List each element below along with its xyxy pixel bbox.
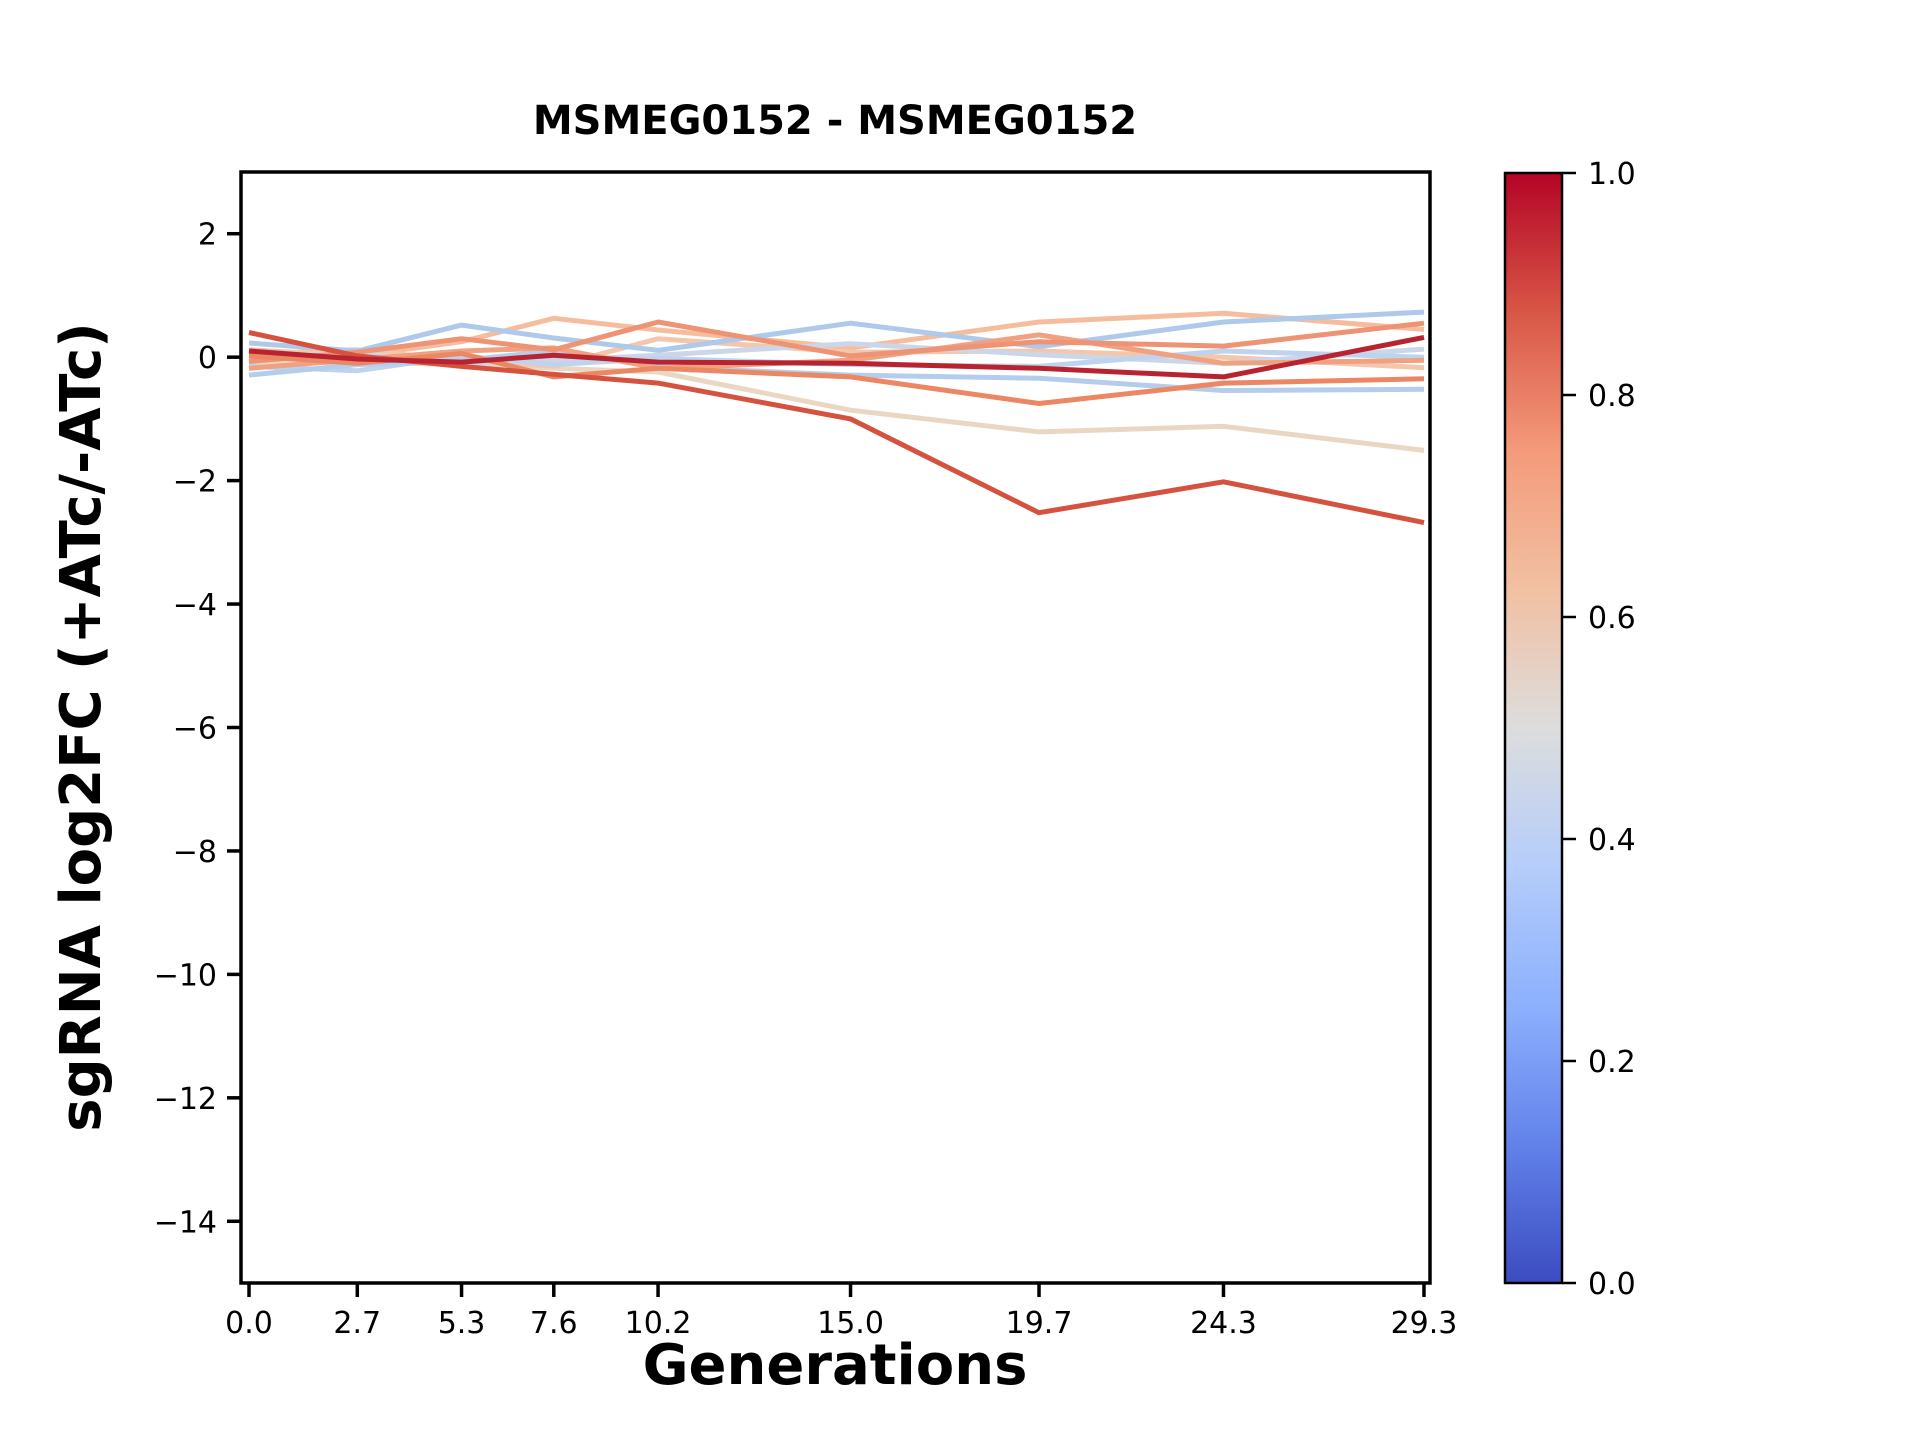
colorbar-tick-label: 0.0 xyxy=(1588,1267,1636,1302)
x-tick-label: 19.7 xyxy=(1006,1306,1073,1341)
y-tick-label: −12 xyxy=(154,1082,217,1117)
x-tick-label: 5.3 xyxy=(438,1306,486,1341)
data-line xyxy=(248,334,1425,380)
y-tick-label: −8 xyxy=(173,835,217,870)
data-line xyxy=(248,309,1425,354)
y-tick-label: −14 xyxy=(154,1205,217,1240)
x-axis-label: Generations xyxy=(643,1333,1028,1398)
colorbar-bar xyxy=(1503,171,1564,1285)
y-tick-label: −10 xyxy=(154,958,217,993)
x-tick-label: 0.0 xyxy=(225,1306,273,1341)
colorbar: 1.0 0.8 0.6 0.4 0.2 0.0 xyxy=(1503,157,1636,1302)
y-tick-label: −6 xyxy=(173,712,217,747)
colorbar-tick-label: 0.4 xyxy=(1588,823,1636,858)
x-tick-label: 7.6 xyxy=(530,1306,578,1341)
y-axis-label: sgRNA log2FC (+ATc/-ATc) xyxy=(49,322,114,1132)
y-tick-label: −4 xyxy=(173,588,217,623)
x-tick-label: 10.2 xyxy=(625,1306,692,1341)
colorbar-tick-label: 0.6 xyxy=(1588,601,1636,636)
colorbar-tick-label: 0.2 xyxy=(1588,1045,1636,1080)
colorbar-tick-label: 1.0 xyxy=(1588,157,1636,192)
y-tick-label: 2 xyxy=(198,218,217,253)
x-tick-label: 29.3 xyxy=(1391,1306,1458,1341)
y-tick-label: −2 xyxy=(173,465,217,500)
x-tick-label: 15.0 xyxy=(817,1306,884,1341)
x-tick-label: 2.7 xyxy=(333,1306,381,1341)
x-tick-label: 24.3 xyxy=(1190,1306,1257,1341)
plot-border xyxy=(239,170,1432,1285)
plot-area: 2 0 −2 −4 −6 −8 −10 −12 −14 0.0 2.7 5.3 7.6 10.2 15.0 1… xyxy=(154,170,1458,1341)
y-tick-label: 0 xyxy=(198,341,217,376)
data-line xyxy=(248,319,1425,364)
colorbar-tick-label: 0.8 xyxy=(1588,379,1636,414)
chart-title: MSMEG0152 - MSMEG0152 xyxy=(533,98,1137,144)
